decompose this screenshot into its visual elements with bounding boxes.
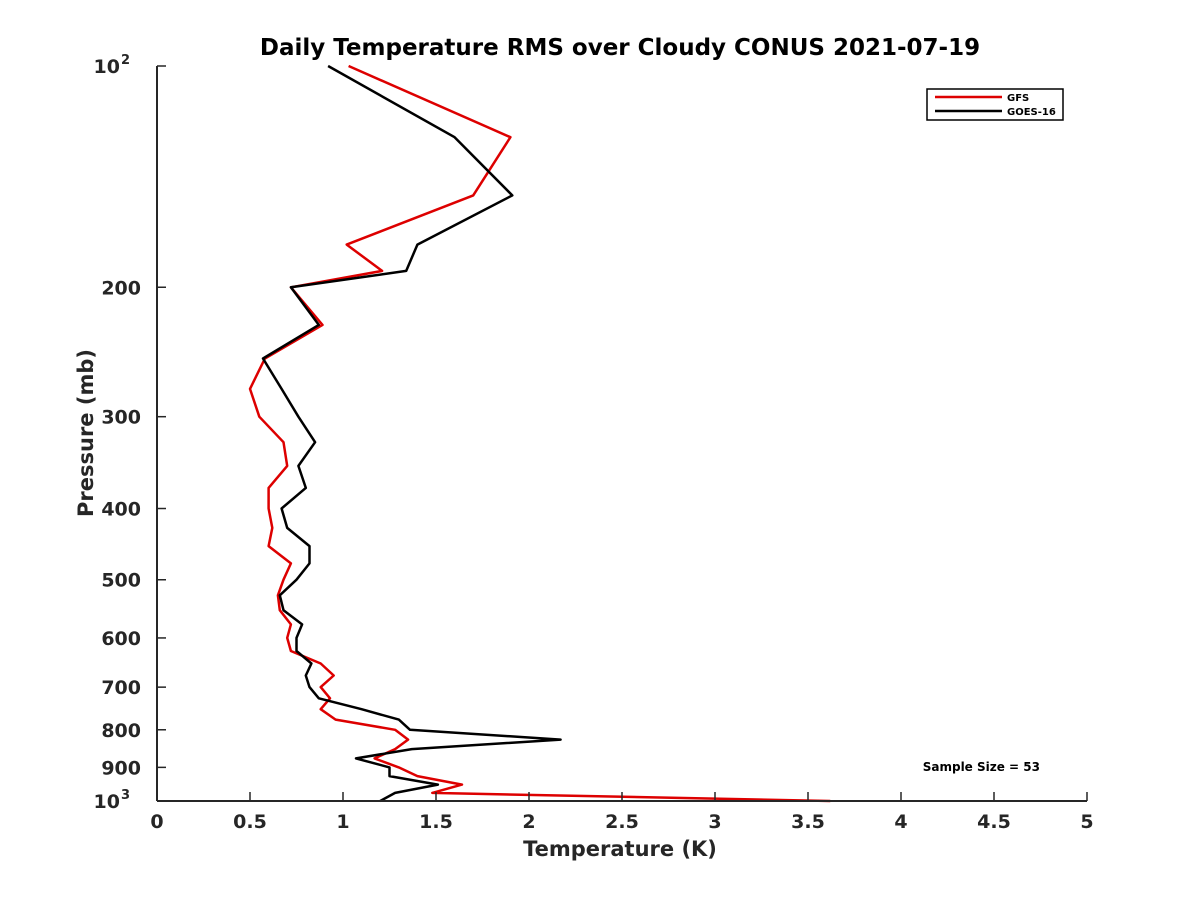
x-tick-label: 3 xyxy=(708,811,721,833)
x-tick-label: 2.5 xyxy=(605,811,639,833)
legend-label-gfs: GFS xyxy=(1007,93,1029,104)
series-line-gfs xyxy=(248,64,831,803)
x-axis-label: Temperature (K) xyxy=(523,837,717,861)
x-tick-label: 3.5 xyxy=(791,811,825,833)
sample-size-annotation: Sample Size = 53 xyxy=(923,760,1040,774)
legend-label-goes16: GOES-16 xyxy=(1007,107,1056,118)
y-axis-label: Pressure (mb) xyxy=(74,349,98,517)
legend-box xyxy=(926,88,1064,121)
y-tick-label: 400 xyxy=(101,499,141,521)
x-tick-label: 0 xyxy=(150,811,163,833)
x-tick-label: 1.5 xyxy=(419,811,453,833)
y-tick-label: 200 xyxy=(101,277,141,299)
y-tick-label: 700 xyxy=(101,677,141,699)
chart-title: Daily Temperature RMS over Cloudy CONUS … xyxy=(260,35,980,61)
x-tick-label: 2 xyxy=(522,811,535,833)
x-tick-label: 5 xyxy=(1080,811,1093,833)
y-tick-label: 600 xyxy=(101,628,141,650)
x-ticks: 0 0.5 1 1.5 2 2.5 3 3.5 4 4.5 5 xyxy=(150,792,1094,833)
y-tick-label: 10 xyxy=(94,791,120,813)
y-tick-label: 500 xyxy=(101,570,141,592)
series-layer xyxy=(248,64,831,803)
y-tick-label: 800 xyxy=(101,720,141,742)
axes-layer xyxy=(156,66,1087,802)
y-tick-label: 900 xyxy=(101,757,141,779)
x-tick-label: 4.5 xyxy=(977,811,1011,833)
legend: GFS GOES-16 xyxy=(926,88,1064,121)
x-tick-label: 0.5 xyxy=(233,811,267,833)
y-tick-exponent: 3 xyxy=(121,788,130,803)
y-tick-exponent: 2 xyxy=(121,53,130,68)
series-line-goes16 xyxy=(261,64,562,803)
y-tick-label: 10 xyxy=(94,56,120,78)
x-tick-label: 1 xyxy=(336,811,349,833)
y-tick-label: 300 xyxy=(101,407,141,429)
x-tick-label: 4 xyxy=(894,811,907,833)
